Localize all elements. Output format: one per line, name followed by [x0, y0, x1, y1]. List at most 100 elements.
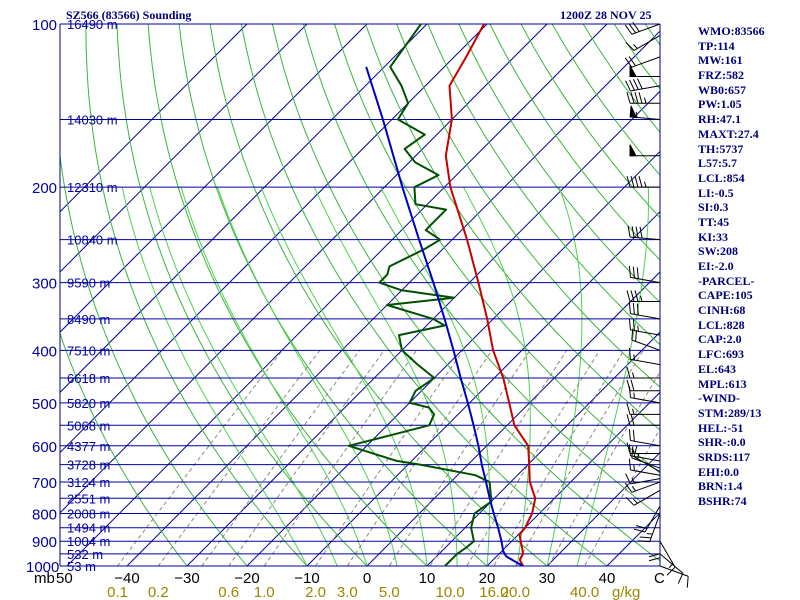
mixing-ratio-label: 10.0 — [436, 584, 465, 600]
isotherm-line — [546, 451, 660, 566]
wind-barb — [659, 540, 676, 576]
pressure-tick-label: 1000 — [26, 559, 59, 576]
wind-barb — [629, 65, 660, 78]
mixing-ratio-line — [584, 427, 660, 566]
moist-adiabat-line — [121, 187, 308, 566]
sounding-index-item: TT:45 — [698, 214, 730, 229]
moist-adiabat-line — [149, 187, 338, 566]
wind-barb — [627, 225, 661, 241]
mixing-ratio-line — [263, 350, 418, 566]
pressure-tick-label: 600 — [32, 439, 57, 456]
wind-barb — [629, 105, 661, 120]
sounding-index-item: CINH:68 — [698, 303, 746, 318]
mixing-ratio-label: 20.0 — [501, 584, 530, 600]
mixing-ratio-line — [429, 350, 568, 566]
temp-tick-label: 20 — [479, 570, 496, 587]
pressure-tick-label: 800 — [32, 506, 57, 523]
wind-barb — [624, 56, 661, 68]
wind-barb — [626, 366, 660, 379]
sounding-index-item: LFC:693 — [698, 347, 744, 362]
dry-adiabat-line — [60, 332, 188, 566]
dry-adiabat-line — [60, 151, 248, 566]
dry-adiabat-line — [396, 24, 660, 388]
height-label: 2008 m — [67, 506, 110, 521]
sounding-index-item: FRZ:582 — [698, 68, 744, 83]
sounding-index-item: RH:47.1 — [698, 112, 741, 127]
height-label: 4377 m — [67, 439, 110, 454]
dry-adiabat-line — [147, 24, 428, 566]
sounding-index-item: CAPE:105 — [698, 288, 753, 303]
sounding-index-item: -WIND- — [698, 391, 740, 406]
isotherm-line — [126, 30, 660, 566]
sounding-index-item: SHR-:0.0 — [698, 435, 746, 450]
mixing-ratio-label: 0.1 — [107, 584, 128, 600]
sounding-index-item: LI:-0.5 — [698, 185, 734, 200]
height-label: 1494 m — [67, 521, 110, 536]
sounding-index-item: SRDS:117 — [698, 449, 751, 464]
temp-tick-label: 30 — [539, 570, 556, 587]
dry-adiabat-line — [240, 24, 608, 566]
wind-barb — [633, 445, 661, 473]
sounding-index-item: MPL:613 — [698, 376, 747, 391]
wind-barb — [626, 379, 660, 392]
mixing-ratio-line — [228, 350, 385, 566]
dry-adiabat-line — [458, 24, 660, 303]
pressure-tick-label: 200 — [32, 180, 57, 197]
sounding-index-item: MW:161 — [698, 53, 743, 68]
wind-barb — [625, 473, 661, 485]
height-label: 14030 m — [67, 112, 118, 127]
pressure-tick-label: 900 — [32, 534, 57, 551]
sounding-index-item: TP:114 — [698, 38, 735, 53]
wind-barb — [626, 92, 660, 104]
dry-adiabat-line — [85, 24, 308, 566]
wind-barb — [626, 442, 660, 454]
profile-lines — [347, 24, 537, 566]
moist-adiabat-line — [576, 187, 649, 566]
celsius-label: C — [654, 570, 665, 587]
isotherm-line — [486, 391, 660, 566]
mixing-ratio-label: 3.0 — [337, 584, 358, 600]
mixing-ratio-line — [346, 350, 493, 566]
pressure-tick-label: 700 — [32, 475, 57, 492]
moist-adiabat-line — [180, 187, 368, 566]
sounding-index-item: BRN:1.4 — [698, 479, 743, 494]
pressure-tick-label: 400 — [32, 343, 57, 360]
isotherm-line — [366, 271, 660, 566]
sounding-index-item: L57:5.7 — [698, 156, 737, 171]
isotherm-line — [60, 24, 368, 333]
moist-adiabat-line — [380, 186, 491, 566]
height-label: 9590 m — [67, 276, 110, 291]
mixing-ratio-line — [466, 350, 601, 566]
height-label: 3124 m — [67, 475, 110, 490]
moist-adiabat-line — [260, 187, 428, 566]
wind-barbs — [624, 21, 689, 588]
isotherm-line — [60, 24, 308, 273]
sounding-indices-panel: WMO:83566 TP:114 MW:161 FRZ:582 WB0:657 PW:1.… — [698, 24, 800, 509]
dry-adiabat-line — [365, 24, 660, 431]
height-label: 6618 m — [67, 371, 110, 386]
sounding-index-item: EI:-2.0 — [698, 259, 734, 273]
wind-barb — [628, 458, 661, 476]
mixing-ratio-label: 40.0 — [570, 584, 599, 600]
temp-tick-label: −20 — [234, 570, 259, 587]
temp-tick-label: 50 — [56, 570, 73, 587]
sounding-index-item: SI:0.3 — [698, 200, 729, 215]
sounding-index-item: LCL:854 — [698, 170, 745, 185]
mixing-ratio-label: 1.0 — [254, 584, 275, 600]
mixing-ratio-unit: g/kg — [612, 584, 640, 600]
dry-adiabat-line — [209, 24, 548, 566]
sounding-index-item: HEL:-51 — [698, 420, 744, 435]
temp-tick-label: −30 — [174, 570, 199, 587]
wind-barb — [628, 347, 661, 366]
pressure-tick-label: 100 — [32, 17, 57, 34]
isotherm-line — [60, 24, 488, 454]
isotherm-line — [426, 331, 660, 566]
wind-barb — [626, 403, 660, 415]
isotherm-line — [66, 24, 608, 566]
wind-barb — [625, 78, 661, 92]
moist-adiabat-line — [217, 187, 398, 566]
wind-barb — [659, 565, 689, 588]
height-label: 53 m — [67, 559, 96, 574]
